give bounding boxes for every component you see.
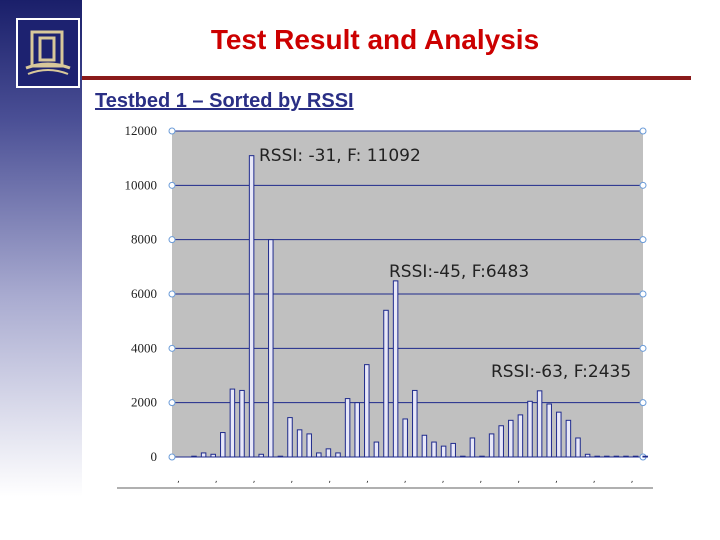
bar xyxy=(508,419,514,458)
bar xyxy=(239,389,245,458)
bar xyxy=(325,448,332,458)
bar xyxy=(277,455,284,458)
annotation-label: RSSI:-45, F:6483 xyxy=(389,262,529,282)
bar xyxy=(440,445,447,458)
x-tick-mark: , xyxy=(215,475,218,485)
bar xyxy=(287,417,293,458)
bar xyxy=(421,434,428,458)
y-tick-label: 6000 xyxy=(131,286,157,301)
bar xyxy=(229,388,236,458)
grid-marker-right xyxy=(639,127,647,135)
bar xyxy=(623,455,629,458)
annotation-label: RSSI:-63, F:2435 xyxy=(491,362,631,382)
bar xyxy=(258,453,264,458)
bar xyxy=(364,364,370,458)
bar xyxy=(402,418,408,458)
bar xyxy=(632,455,639,458)
bar xyxy=(392,280,399,458)
bar xyxy=(498,425,504,458)
bar xyxy=(268,239,274,458)
bar xyxy=(296,429,303,458)
bar xyxy=(373,441,380,458)
grid-marker-right xyxy=(639,344,647,352)
bar xyxy=(536,390,543,458)
x-tick-mark: , xyxy=(555,475,558,485)
title-divider xyxy=(82,76,691,80)
bar xyxy=(642,455,648,458)
x-tick-mark: , xyxy=(177,475,180,485)
x-tick-mark: , xyxy=(328,475,331,485)
annotation-label: RSSI: -31, F: 11092 xyxy=(259,146,421,166)
bar xyxy=(191,455,197,458)
grid-marker-right xyxy=(639,290,647,298)
grid-marker-right xyxy=(639,236,647,244)
grid-marker-right xyxy=(639,399,647,407)
y-tick-label: 0 xyxy=(151,449,158,464)
grid-marker-left xyxy=(168,290,176,298)
slide-subtitle: Testbed 1 – Sorted by RSSI xyxy=(95,90,354,112)
bar xyxy=(248,155,255,458)
bar xyxy=(565,419,572,458)
bar xyxy=(604,455,610,458)
bar xyxy=(575,437,581,458)
bar xyxy=(431,441,437,458)
y-tick-label: 12000 xyxy=(125,123,158,138)
y-tick-label: 2000 xyxy=(131,395,157,410)
bar xyxy=(594,455,600,458)
bar xyxy=(488,433,495,458)
left-decorative-bar xyxy=(0,0,82,540)
bar xyxy=(460,455,466,458)
grid-marker-left xyxy=(168,399,176,407)
x-tick-mark: , xyxy=(290,475,293,485)
x-tick-mark: , xyxy=(593,475,596,485)
x-tick-mark: , xyxy=(442,475,445,485)
y-tick-label: 8000 xyxy=(131,232,157,247)
grid-marker-right xyxy=(639,181,647,189)
bar xyxy=(383,309,389,458)
bar xyxy=(479,455,485,458)
x-tick-mark: , xyxy=(253,475,256,485)
bar xyxy=(412,389,418,458)
bar xyxy=(584,453,591,458)
bar xyxy=(527,400,533,458)
bar xyxy=(556,411,562,458)
grid-marker-left xyxy=(168,127,176,135)
y-tick-label: 10000 xyxy=(125,177,158,192)
bar xyxy=(450,442,456,458)
grid-marker-left xyxy=(168,236,176,244)
bar xyxy=(220,432,226,458)
x-tick-mark: , xyxy=(404,475,407,485)
bar xyxy=(469,437,476,458)
grid-marker-left xyxy=(168,453,176,461)
bar xyxy=(613,455,620,458)
bar xyxy=(210,453,216,458)
bar xyxy=(335,452,341,458)
bar xyxy=(306,433,312,458)
x-tick-mark: , xyxy=(479,475,482,485)
x-tick-mark: , xyxy=(631,475,634,485)
y-tick-label: 4000 xyxy=(131,340,157,355)
bar xyxy=(344,398,351,458)
x-tick-mark: , xyxy=(366,475,369,485)
slide-title: Test Result and Analysis xyxy=(210,24,540,55)
x-tick-mark: , xyxy=(517,475,520,485)
bar xyxy=(354,402,360,458)
bar xyxy=(316,452,322,458)
bar xyxy=(200,452,207,458)
building-columns-logo-icon xyxy=(16,18,80,88)
grid-marker-left xyxy=(168,181,176,189)
bar xyxy=(546,403,552,458)
bar xyxy=(517,414,524,458)
grid-marker-left xyxy=(168,344,176,352)
